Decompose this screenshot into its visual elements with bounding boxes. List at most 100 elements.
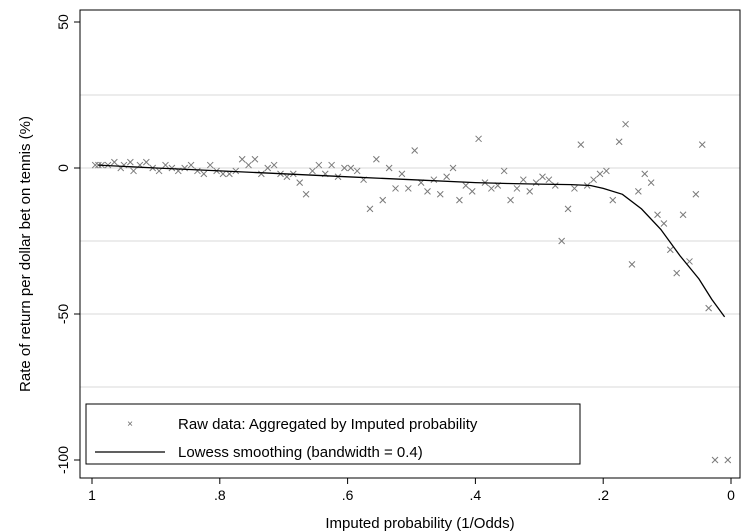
data-point — [283, 173, 291, 181]
data-point — [724, 456, 732, 464]
data-point — [558, 237, 566, 245]
data-point — [564, 205, 572, 213]
legend: × Raw data: Aggregated by Imputed probab… — [85, 403, 581, 465]
lowess-line — [98, 164, 726, 318]
x-axis-title: Imputed probability (1/Odds) — [325, 515, 514, 532]
data-point — [488, 185, 495, 192]
data-point — [309, 167, 316, 175]
y-axis: 50 0 -50 -100 — [55, 14, 80, 474]
data-point — [539, 173, 546, 181]
data-point — [711, 456, 719, 464]
data-point — [462, 182, 470, 189]
data-point — [686, 258, 693, 265]
data-point — [698, 141, 706, 148]
data-point — [162, 161, 169, 169]
data-point — [251, 155, 259, 163]
data-point — [571, 185, 578, 192]
data-point — [577, 141, 585, 148]
data-point — [302, 190, 310, 198]
data-point — [398, 170, 406, 178]
data-point — [436, 190, 444, 198]
x-tick-label: 1 — [88, 487, 96, 503]
data-point — [130, 167, 137, 175]
y-tick-label: -100 — [55, 446, 71, 474]
x-axis: 1 .8 .6 .4 .2 0 — [88, 478, 735, 503]
y-tick-label: -50 — [55, 304, 71, 324]
data-point — [366, 205, 374, 213]
legend-box — [85, 403, 581, 465]
x-tick-label: .6 — [342, 487, 354, 503]
data-point — [245, 161, 252, 169]
data-point — [379, 196, 387, 204]
data-point — [500, 167, 508, 175]
data-point — [551, 182, 559, 189]
plot-frame — [79, 9, 741, 479]
y-tick-label: 50 — [55, 14, 71, 30]
data-point — [206, 161, 214, 169]
data-point — [590, 176, 597, 184]
data-point — [628, 261, 636, 268]
data-point — [270, 161, 278, 169]
data-point — [392, 185, 399, 192]
data-point — [404, 185, 412, 192]
data-point — [347, 164, 355, 172]
data-point — [194, 167, 201, 175]
data-point — [449, 164, 457, 172]
data-point — [353, 167, 361, 175]
data-point — [296, 179, 304, 186]
data-point — [155, 167, 163, 175]
data-point — [219, 170, 227, 178]
legend-marker-x: × — [127, 419, 133, 430]
data-point — [596, 170, 604, 178]
data-point — [95, 161, 102, 169]
x-tick-label: .4 — [470, 487, 482, 503]
legend-entry-lowess: Lowess smoothing (bandwidth = 0.4) — [178, 444, 423, 461]
data-point — [654, 211, 661, 219]
data-point — [641, 170, 649, 178]
data-point — [373, 155, 380, 163]
x-tick-label: 0 — [727, 487, 735, 503]
data-point — [328, 161, 335, 169]
scatter-points — [91, 120, 732, 464]
data-point — [692, 190, 700, 198]
y-tick-label: 0 — [55, 164, 71, 172]
data-point — [168, 164, 176, 172]
data-point — [622, 120, 629, 128]
data-point — [315, 161, 323, 169]
data-point — [341, 164, 348, 172]
data-point — [475, 135, 482, 143]
data-point — [468, 188, 476, 195]
data-point — [526, 188, 534, 195]
x-tick-label: .2 — [597, 487, 609, 503]
data-point — [411, 147, 419, 154]
data-point — [142, 158, 150, 166]
data-point — [545, 176, 553, 184]
data-point — [679, 211, 687, 219]
data-point — [264, 164, 272, 172]
data-point — [660, 220, 668, 227]
data-point — [609, 196, 617, 204]
data-point — [385, 164, 393, 172]
data-point — [430, 176, 438, 184]
data-point — [634, 188, 642, 195]
y-axis-title: Rate of return per dollar bet on tennis … — [17, 116, 34, 392]
data-point — [111, 158, 118, 166]
data-point — [200, 170, 208, 178]
data-point — [424, 188, 431, 195]
data-point — [666, 246, 674, 254]
data-point — [257, 170, 265, 178]
gridlines — [80, 94, 740, 388]
x-tick-label: .8 — [214, 487, 226, 503]
data-point — [513, 185, 521, 192]
data-point — [232, 167, 240, 175]
data-point — [238, 155, 246, 163]
data-point — [443, 173, 450, 181]
legend-entry-raw-data: Raw data: Aggregated by Imputed probabil… — [178, 416, 478, 433]
data-point — [705, 304, 712, 312]
data-point — [647, 179, 655, 186]
data-point — [519, 176, 527, 184]
data-point — [615, 138, 623, 146]
data-point — [673, 269, 681, 277]
data-point — [603, 167, 610, 175]
